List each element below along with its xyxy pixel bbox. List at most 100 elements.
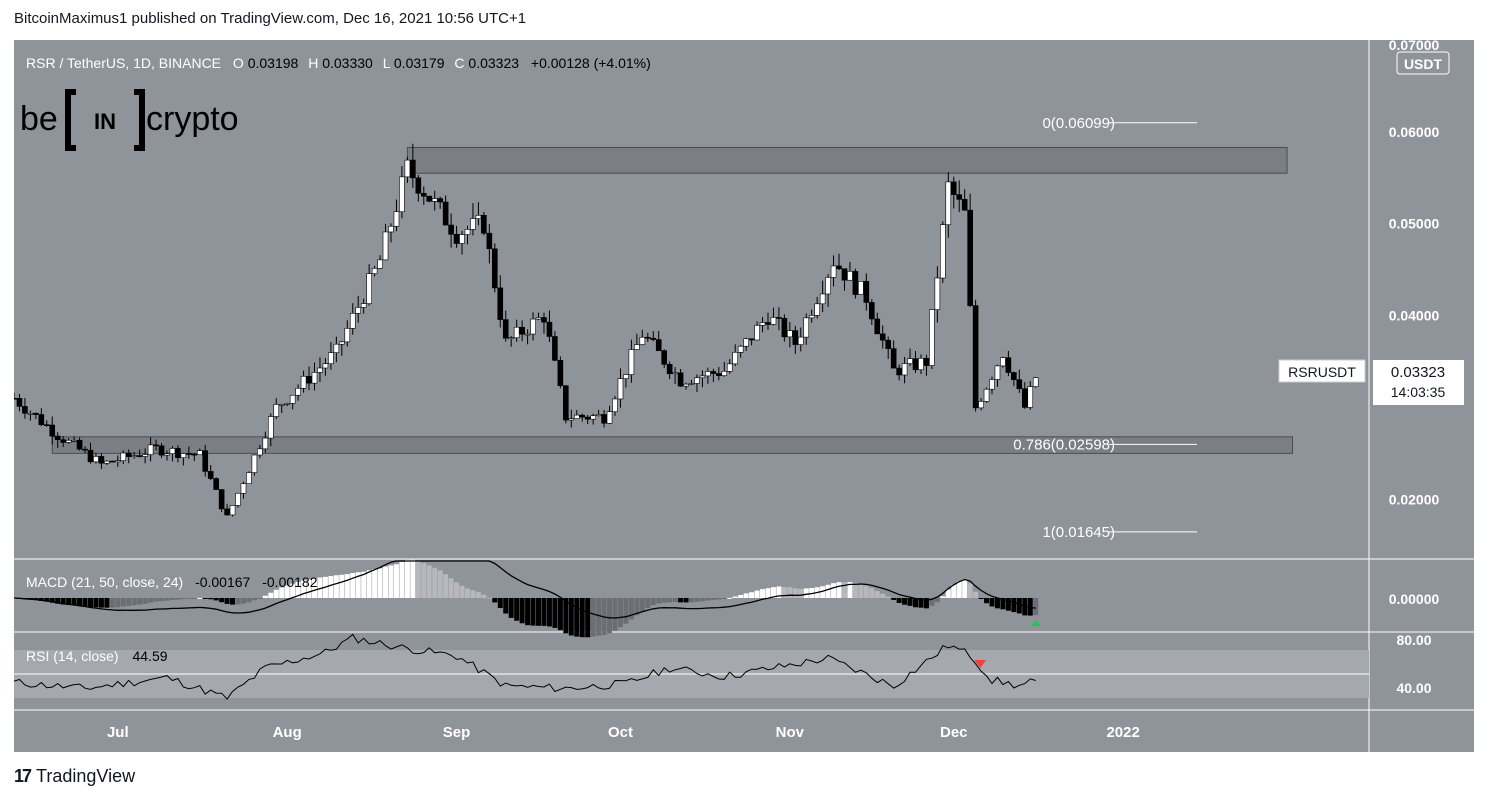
- candle-down: [655, 339, 662, 351]
- candle-up: [65, 439, 72, 443]
- candle-up: [639, 336, 646, 345]
- candle-down: [885, 339, 891, 349]
- macd-bar: [235, 598, 241, 605]
- macd-bar: [87, 598, 93, 608]
- candle-down: [1021, 388, 1028, 408]
- macd-bar: [956, 581, 962, 598]
- candle-up: [311, 372, 318, 384]
- macd-bar: [377, 568, 383, 598]
- publish-info: BitcoinMaximus1 published on TradingView…: [14, 10, 527, 27]
- macd-bar: [585, 598, 591, 638]
- usdt-unit-badge: USDT: [1396, 51, 1450, 75]
- logo-bracket-left: [65, 89, 76, 151]
- macd-bar: [290, 583, 296, 598]
- chart-svg[interactable]: 0(0.06099) 0.786(0.02598) 1(0.01645) RSR…: [11, 37, 1474, 752]
- close-value: 0.03323: [468, 55, 519, 71]
- candle-down: [563, 385, 569, 421]
- candle-down: [781, 317, 788, 338]
- macd-bar: [716, 598, 722, 600]
- candle-up: [901, 363, 908, 376]
- macd-bar: [213, 598, 219, 601]
- macd-bar: [634, 598, 640, 616]
- candle-up: [918, 357, 924, 371]
- macd-bar: [137, 598, 143, 605]
- candle-up: [377, 259, 383, 269]
- macd-bar: [869, 588, 875, 598]
- candle-down: [492, 248, 498, 289]
- macd-bar: [530, 598, 536, 626]
- macd-bar: [443, 574, 449, 598]
- open-label: O: [233, 55, 244, 71]
- candle-up: [759, 322, 766, 326]
- macd-bar: [262, 595, 268, 598]
- fib-0786-label: 0.786(0.02598): [1013, 436, 1115, 453]
- usdt-unit: USDT: [1404, 56, 1443, 72]
- macd-bar: [240, 598, 246, 604]
- macd-bar: [115, 598, 121, 608]
- candle-down: [579, 414, 586, 418]
- macd-bar: [541, 598, 547, 626]
- candle-down: [541, 317, 547, 323]
- macd-bar: [792, 588, 798, 598]
- macd-bar: [546, 598, 552, 627]
- macd-bar: [333, 575, 339, 598]
- macd-bar: [514, 598, 520, 621]
- candle-up: [825, 277, 831, 295]
- candle-up: [672, 372, 678, 375]
- candle-down: [1011, 372, 1017, 381]
- macd-bar: [93, 598, 99, 608]
- candle-down: [49, 424, 56, 437]
- candle-up: [262, 437, 269, 450]
- candle-up: [240, 483, 247, 494]
- macd-bar: [131, 598, 137, 606]
- candle-down: [125, 452, 132, 457]
- candle-up: [339, 341, 345, 345]
- candle-down: [650, 337, 657, 340]
- candle-up: [328, 352, 334, 364]
- candle-up: [797, 336, 804, 345]
- candle-up: [535, 317, 542, 320]
- macd-bar: [372, 569, 378, 598]
- macd-bar: [459, 585, 465, 598]
- macd-bar: [973, 591, 979, 598]
- candle-up: [732, 352, 739, 365]
- macd-value-1: -0.00167: [195, 574, 250, 590]
- macd-bar: [705, 598, 711, 601]
- macd-bar: [295, 582, 301, 598]
- macd-histogram: [11, 559, 1039, 638]
- macd-bar: [934, 598, 940, 603]
- candle-up: [382, 231, 389, 261]
- candle-down: [776, 317, 782, 319]
- candle-up: [819, 293, 826, 305]
- macd-bar: [732, 596, 738, 598]
- candle-down: [956, 194, 963, 200]
- chart-area[interactable]: 0(0.06099) 0.786(0.02598) 1(0.01645) RSR…: [11, 37, 1474, 752]
- high-label: H: [308, 55, 318, 71]
- macd-bar: [863, 585, 869, 598]
- candle-up: [104, 460, 110, 464]
- macd-bar: [874, 591, 880, 598]
- macd-bar: [923, 598, 929, 609]
- macd-bar: [940, 596, 946, 598]
- macd-bar: [612, 598, 618, 631]
- macd-bar: [557, 598, 563, 631]
- macd-label: MACD (21, 50, close, 24): [26, 574, 183, 590]
- candle-up: [355, 307, 362, 314]
- macd-bar: [689, 598, 694, 603]
- macd-bar: [393, 564, 399, 598]
- macd-bar: [994, 598, 1000, 609]
- candle-up: [300, 375, 307, 389]
- candle-up: [617, 378, 624, 400]
- fib-0-label: 0(0.06099): [1042, 115, 1115, 132]
- macd-bar: [399, 562, 405, 598]
- candle-up: [169, 448, 176, 454]
- logo-crypto: crypto: [146, 100, 239, 138]
- candle-up: [623, 374, 629, 379]
- macd-bar: [1005, 598, 1011, 611]
- candle-up: [388, 225, 394, 233]
- macd-bar: [683, 598, 689, 603]
- candle-down: [961, 199, 968, 211]
- macd-bar: [902, 598, 908, 605]
- macd-bar: [208, 598, 214, 600]
- candle-up: [322, 363, 329, 369]
